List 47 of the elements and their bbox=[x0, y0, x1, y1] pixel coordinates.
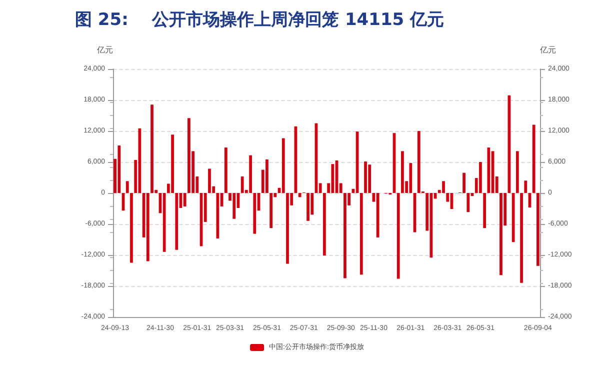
bar bbox=[232, 193, 236, 219]
bar bbox=[175, 193, 178, 250]
bar bbox=[479, 162, 482, 193]
bar bbox=[520, 193, 523, 283]
bar bbox=[401, 151, 404, 193]
bar bbox=[183, 193, 186, 206]
bar bbox=[483, 193, 486, 228]
bar bbox=[376, 193, 380, 238]
bar bbox=[208, 168, 211, 193]
bar bbox=[270, 193, 273, 228]
bar bbox=[524, 180, 528, 193]
bar bbox=[417, 131, 420, 193]
bar bbox=[344, 193, 346, 278]
bar bbox=[368, 164, 372, 193]
bar bbox=[364, 161, 367, 193]
bar bbox=[126, 181, 129, 193]
bar bbox=[466, 193, 470, 212]
bar bbox=[188, 118, 190, 193]
bar bbox=[162, 193, 166, 252]
bar bbox=[516, 151, 519, 193]
bar bbox=[249, 155, 252, 193]
bar bbox=[532, 124, 536, 193]
y-axis-title: 亿元 bbox=[96, 46, 113, 54]
bar bbox=[396, 193, 400, 279]
bar bbox=[286, 193, 289, 264]
bar bbox=[146, 193, 150, 262]
bar bbox=[462, 172, 466, 193]
bar bbox=[130, 193, 133, 263]
bar bbox=[240, 176, 244, 193]
bar bbox=[266, 159, 268, 193]
bar bbox=[282, 138, 285, 193]
bar bbox=[118, 145, 121, 193]
chart-title: 图 25: 公开市场操作上周净回笼 14115 亿元 bbox=[75, 9, 444, 31]
bar bbox=[171, 134, 174, 193]
bar bbox=[323, 193, 326, 256]
bar bbox=[360, 193, 363, 275]
bar bbox=[224, 148, 228, 193]
bar bbox=[331, 164, 334, 193]
bar bbox=[487, 148, 490, 193]
bar bbox=[253, 193, 256, 234]
bar bbox=[150, 104, 154, 193]
y2-axis-title: 亿元 bbox=[539, 46, 556, 54]
bar bbox=[536, 193, 540, 266]
bar bbox=[442, 181, 445, 193]
bar bbox=[500, 193, 502, 276]
bar bbox=[409, 163, 412, 193]
bar bbox=[306, 193, 310, 221]
